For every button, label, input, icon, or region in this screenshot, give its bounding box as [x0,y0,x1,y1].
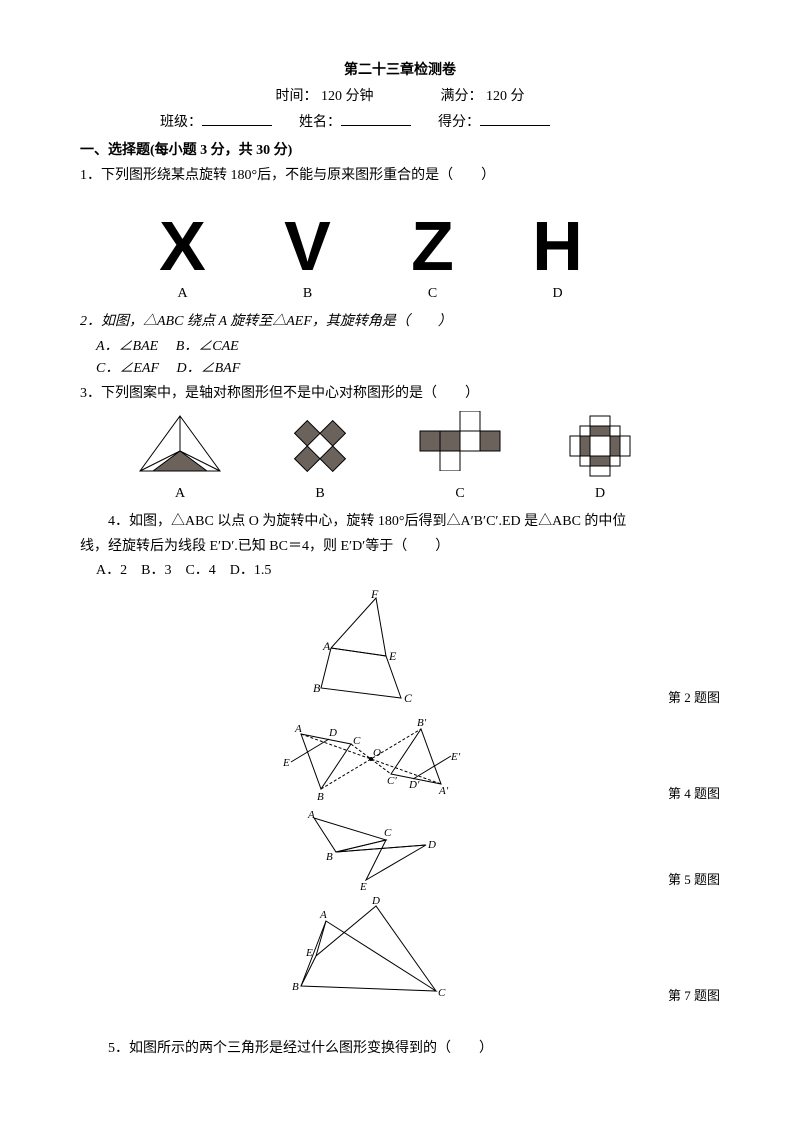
q2-opts-cd: C．∠EAF D．∠BAF [96,358,720,380]
q3-shape-c [405,411,515,481]
class-blank[interactable] [202,111,272,126]
time-value: 120 分钟 [321,89,374,104]
svg-text:A: A [319,909,327,921]
fig5-caption: 第 5 题图 [668,870,720,891]
q1-labels-row: A B C D [120,283,620,305]
q2-opt-b: B．∠CAE [176,339,239,354]
q2-opts-ab: A．∠BAE B．∠CAE [96,336,720,358]
fig4-row: A E D B C O C′ D′ E′ B′ A′ 第 4 题图 [80,714,720,804]
q3-text: 3．下列图案中，是轴对称图形但不是中心对称图形的是（ ） [80,383,720,405]
score-blank[interactable] [480,111,550,126]
q1-letter-b: V [263,211,353,281]
svg-text:D′: D′ [408,779,420,791]
q4-text-a: 4．如图，△ABC 以点 O 为旋转中心，旋转 180°后得到△A′B′C′.E… [80,511,720,533]
svg-text:O: O [373,747,381,759]
name-blank[interactable] [341,111,411,126]
fig7-svg: A D E B C [286,896,456,1006]
svg-text:B′: B′ [417,717,427,729]
q2-text: 2．如图，△ABC 绕点 A 旋转至△AEF，其旋转角是（ ） [80,311,720,333]
fill-row: 班级： 姓名： 得分： [160,111,720,134]
q5-text: 5．如图所示的两个三角形是经过什么图形变换得到的（ ） [108,1038,720,1060]
svg-text:E: E [305,947,313,959]
svg-text:C′: C′ [387,775,397,787]
class-label: 班级： [160,115,202,130]
fig7-row: A D E B C 第 7 题图 [80,896,720,1006]
q3-shape-d [545,411,655,481]
q3-label-d: D [545,483,655,505]
q3-label-b: B [265,483,375,505]
time-label: 时间： [276,89,318,104]
svg-text:D: D [328,727,337,739]
fig2-row: A E F B C 第 2 题图 [80,588,720,708]
svg-text:A′: A′ [438,785,449,797]
q1-label-a: A [138,283,228,305]
q1-letters-row: X V Z H [120,211,620,281]
q2-opt-c: C．∠EAF [96,361,159,376]
fig2-caption: 第 2 题图 [668,688,720,709]
full-label: 满分： [441,89,483,104]
svg-text:C: C [404,691,413,705]
q1-label-b: B [263,283,353,305]
q1-letter-c: Z [388,211,478,281]
q4-opts: A．2 B．3 C．4 D．1.5 [96,560,720,582]
svg-text:E: E [388,649,397,663]
svg-text:C: C [384,827,392,839]
q4-span-a: 4．如图，△ABC 以点 O 为旋转中心，旋转 180°后得到△A′B′C′.E… [108,514,626,529]
section-1-heading: 一、选择题(每小题 3 分，共 30 分) [80,140,720,162]
q1-label-c: C [388,283,478,305]
fig2-svg: A E F B C [301,588,441,708]
q3-shape-a [125,411,235,481]
q1-letter-d: H [513,211,603,281]
svg-text:A: A [294,723,302,735]
fig5-svg: A B C D E [296,810,446,890]
fig7-caption: 第 7 题图 [668,986,720,1007]
svg-text:D: D [427,839,436,851]
q4-text-b: 线，经旋转后为线段 E′D′.已知 BC＝4，则 E′D′等于（ ） [80,536,720,558]
q1-label-d: D [513,283,603,305]
q2-opt-d: D．∠BAF [177,361,241,376]
fig4-svg: A E D B C O C′ D′ E′ B′ A′ [281,714,461,804]
svg-text:E: E [359,881,367,890]
svg-text:B: B [317,791,324,803]
svg-text:D: D [371,896,380,907]
meta-row: 时间： 120 分钟 满分： 120 分 [80,86,720,108]
q3-label-a: A [125,483,235,505]
svg-text:B: B [326,851,333,863]
name-label: 姓名： [299,115,341,130]
svg-text:E: E [282,757,290,769]
q3-labels-row: A B C D [110,483,670,505]
svg-text:C: C [438,987,446,999]
svg-text:C: C [353,735,361,747]
svg-text:E′: E′ [450,751,461,763]
svg-text:A: A [322,639,331,653]
svg-text:B: B [292,981,299,993]
fig4-caption: 第 4 题图 [668,784,720,805]
full-value: 120 分 [486,89,525,104]
q1-text: 1．下列图形绕某点旋转 180°后，不能与原来图形重合的是（ ） [80,165,720,187]
q1-letter-a: X [138,211,228,281]
svg-text:F: F [370,588,379,601]
q2-opt-a: A．∠BAE [96,339,158,354]
q3-label-c: C [405,483,515,505]
page-title: 第二十三章检测卷 [80,60,720,82]
q3-shape-b [265,411,375,481]
q2-text-span: 2．如图，△ABC 绕点 A 旋转至△AEF，其旋转角是（ ） [80,314,452,329]
svg-text:B: B [313,681,321,695]
svg-text:A: A [307,810,315,821]
fig5-row: A B C D E 第 5 题图 [80,810,720,890]
score-label: 得分： [438,115,480,130]
q3-shapes-row [110,411,670,481]
